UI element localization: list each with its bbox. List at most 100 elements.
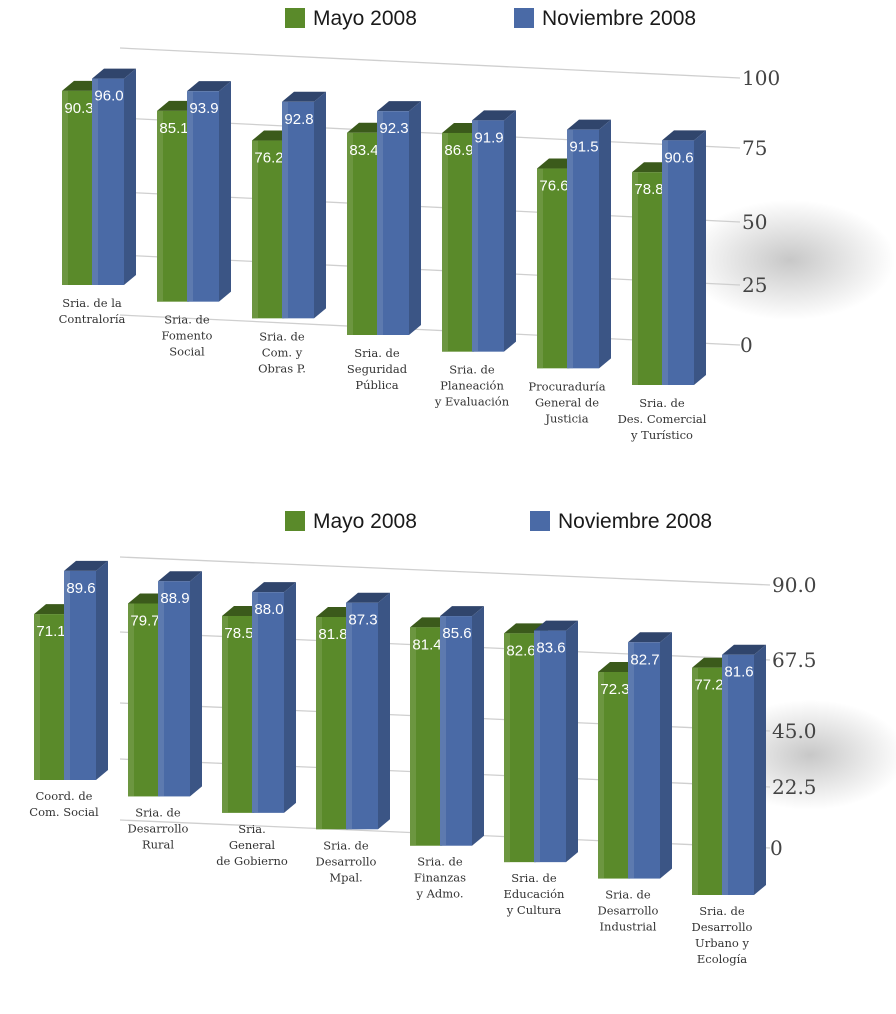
category-label-line: Rural xyxy=(142,837,174,851)
bar: 85.6 xyxy=(440,606,484,846)
y-tick-label: 45.0 xyxy=(772,719,817,743)
bar: 88.9 xyxy=(158,571,202,797)
category-label-line: Sria. de xyxy=(605,888,651,902)
legend-swatch xyxy=(285,8,305,28)
bar-value-label: 82.6 xyxy=(506,642,535,659)
legend-swatch xyxy=(285,511,305,531)
y-tick-label: 0 xyxy=(770,836,783,860)
category-label-line: y Evaluación xyxy=(434,395,510,409)
category-label-line: Sria. de xyxy=(354,346,400,360)
category-label: Sria. de Finanzas y Admo. xyxy=(414,855,466,901)
bar-value-label: 71.1 xyxy=(36,623,65,640)
legend-swatch xyxy=(514,8,534,28)
bar: 92.3 xyxy=(377,101,421,335)
category-label-line: Sria. de xyxy=(511,871,557,885)
bar-value-label: 88.9 xyxy=(160,590,189,607)
category-label-line: Com. y xyxy=(262,345,303,359)
category-label: Sria. de Planeación y Evaluación xyxy=(434,363,510,409)
y-tick-label: 50 xyxy=(742,210,767,234)
gridline xyxy=(119,556,771,586)
legend-label: Noviembre 2008 xyxy=(542,7,696,30)
category-label-line: Seguridad xyxy=(347,362,408,376)
bar-value-label: 83.6 xyxy=(536,640,565,657)
category-label-line: Sria. xyxy=(238,822,266,836)
bar-value-label: 85.1 xyxy=(159,120,188,137)
bar-value-label: 92.3 xyxy=(379,120,408,137)
category-label-line: Coord. de xyxy=(36,789,93,803)
bar: 87.3 xyxy=(346,592,390,830)
bar: 88.0 xyxy=(252,582,296,813)
category-label-line: Mpal. xyxy=(329,870,362,884)
category-label: Sria. de Des. Comercial y Turístico xyxy=(618,396,707,442)
y-tick-label: 90.0 xyxy=(772,573,817,597)
category-label: Sria. de Educación y Cultura xyxy=(504,871,566,917)
y-tick-label: 75 xyxy=(742,136,767,160)
category-label-line: Sria. de la xyxy=(62,296,122,310)
bar: 92.8 xyxy=(282,91,326,319)
category-label-line: Sria. de xyxy=(259,329,305,343)
category-label-line: Desarrollo xyxy=(316,854,377,868)
category-label-line: Fomento xyxy=(162,329,213,343)
y-tick-label: 22.5 xyxy=(772,775,817,799)
category-label-line: Desarrollo xyxy=(128,821,189,835)
category-label-line: Desarrollo xyxy=(692,920,753,934)
bar-value-label: 78.5 xyxy=(224,625,253,642)
category-label-line: Sria. de xyxy=(135,805,181,819)
category-label-line: Ecología xyxy=(697,952,747,966)
category-label: Sria. de Desarrollo Rural xyxy=(128,805,189,851)
category-label-line: Finanzas xyxy=(414,871,466,885)
category-label-line: Sria. de xyxy=(639,396,685,410)
bar-value-label: 81.4 xyxy=(412,636,441,653)
bar-value-label: 96.0 xyxy=(94,88,123,105)
category-label-line: General de xyxy=(535,395,599,409)
category-label-line: de Gobierno xyxy=(216,854,288,868)
category-label-line: Procuraduría xyxy=(528,379,605,393)
bar: 90.6 xyxy=(662,130,706,385)
bar-value-label: 78.8 xyxy=(634,181,663,198)
legend-label: Mayo 2008 xyxy=(313,7,417,30)
category-label-line: Desarrollo xyxy=(598,904,659,918)
legend-label: Noviembre 2008 xyxy=(558,510,712,533)
bar-value-label: 83.4 xyxy=(349,142,378,159)
gridline xyxy=(119,47,741,79)
category-label: Sria. de Com. y Obras P. xyxy=(258,329,306,375)
bar-value-label: 90.6 xyxy=(664,149,693,166)
category-label: Sria. de Fomento Social xyxy=(162,313,213,359)
category-label-line: Sria. de xyxy=(449,363,495,377)
category-label: Sria. de la Contraloría xyxy=(59,296,126,326)
category-label-line: Sria. de xyxy=(699,904,745,918)
y-tick-label: 0 xyxy=(740,333,753,357)
category-label-line: Des. Comercial xyxy=(618,412,707,426)
category-label-line: y Cultura xyxy=(506,903,562,917)
category-label-line: Sria. de xyxy=(323,838,369,852)
y-tick-label: 100 xyxy=(742,66,780,90)
legend: Mayo 2008 Noviembre 2008 xyxy=(285,7,696,30)
bar-value-label: 88.0 xyxy=(254,601,283,618)
category-label: Sria. de Desarrollo Mpal. xyxy=(316,838,377,884)
bar: 83.6 xyxy=(534,620,578,863)
category-label: Sria. de Desarrollo Industrial xyxy=(598,888,659,934)
bar: 89.6 xyxy=(64,560,108,780)
bar-value-label: 77.2 xyxy=(694,677,723,694)
legend-swatch xyxy=(530,511,550,531)
bar-value-label: 85.6 xyxy=(442,625,471,642)
category-label: Procuraduría General de Justicia xyxy=(528,379,605,425)
bar-value-label: 76.6 xyxy=(539,178,568,195)
category-label-line: Sria. de xyxy=(417,855,463,869)
bar-value-label: 91.9 xyxy=(474,129,503,146)
bar-value-label: 86.9 xyxy=(444,142,473,159)
bars: 90.396.0 85.193.9 76.2 92.8 83.492.3 86.991.9… xyxy=(62,68,706,385)
category-label-line: Educación xyxy=(504,887,566,901)
bar: 93.9 xyxy=(187,81,231,302)
category-label-line: y Admo. xyxy=(415,887,463,901)
bar: 91.9 xyxy=(472,110,516,352)
y-tick-label: 25 xyxy=(742,273,767,297)
bar: 91.5 xyxy=(567,119,611,369)
category-label-line: Justicia xyxy=(544,411,588,425)
bar: 81.6 xyxy=(722,644,766,895)
category-label-line: Contraloría xyxy=(59,312,126,326)
category-label: Coord. de Com. Social xyxy=(29,789,99,819)
bar-value-label: 76.2 xyxy=(254,150,283,167)
category-label-line: Sria. de xyxy=(164,313,210,327)
y-tick-label: 67.5 xyxy=(772,648,817,672)
